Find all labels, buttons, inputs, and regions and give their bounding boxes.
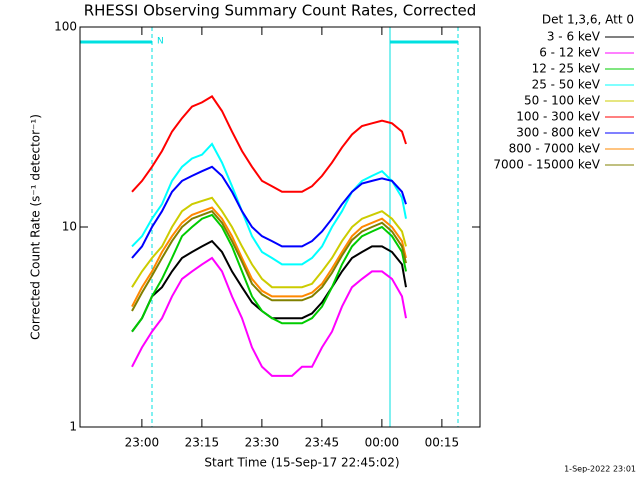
x-tick-label: 23:30 bbox=[245, 436, 280, 450]
series-line bbox=[131, 95, 407, 193]
series-line bbox=[131, 213, 407, 333]
series-line bbox=[131, 206, 407, 308]
y-axis-label: Corrected Count Rate (s⁻¹ detector⁻¹) bbox=[29, 114, 43, 340]
series-line bbox=[131, 142, 407, 266]
y-tick-label: 1 bbox=[69, 420, 77, 434]
night-label: N bbox=[157, 37, 164, 47]
legend-label: 6 - 12 keV bbox=[539, 46, 601, 60]
plot-frame bbox=[79, 26, 481, 428]
legend-label: 300 - 800 keV bbox=[516, 126, 600, 140]
series-line bbox=[131, 196, 407, 289]
legend-title: Det 1,3,6, Att 0 bbox=[542, 13, 634, 27]
legend-label: 800 - 7000 keV bbox=[509, 142, 601, 156]
legend-label: 12 - 25 keV bbox=[532, 62, 601, 76]
x-tick-label: 00:15 bbox=[425, 436, 460, 450]
y-tick-label: 10 bbox=[62, 220, 77, 234]
legend-label: 50 - 100 keV bbox=[524, 94, 601, 108]
y-tick-label: 100 bbox=[54, 20, 77, 34]
x-axis-label: Start Time (15-Sep-17 22:45:02) bbox=[204, 456, 399, 470]
x-tick-label: 00:00 bbox=[365, 436, 400, 450]
legend-label: 3 - 6 keV bbox=[547, 30, 601, 44]
series-line bbox=[131, 210, 407, 312]
x-tick-label: 23:15 bbox=[185, 436, 220, 450]
legend-label: 7000 - 15000 keV bbox=[493, 158, 600, 172]
footer: 1-Sep-2022 23:01 bbox=[564, 465, 636, 474]
x-tick-label: 23:00 bbox=[125, 436, 160, 450]
legend-label: 100 - 300 keV bbox=[516, 110, 600, 124]
legend-label: 25 - 50 keV bbox=[532, 78, 601, 92]
series-line bbox=[131, 165, 407, 259]
chart-title: RHESSI Observing Summary Count Rates, Co… bbox=[84, 2, 477, 20]
x-tick-label: 23:45 bbox=[305, 436, 340, 450]
series-line bbox=[131, 256, 407, 377]
